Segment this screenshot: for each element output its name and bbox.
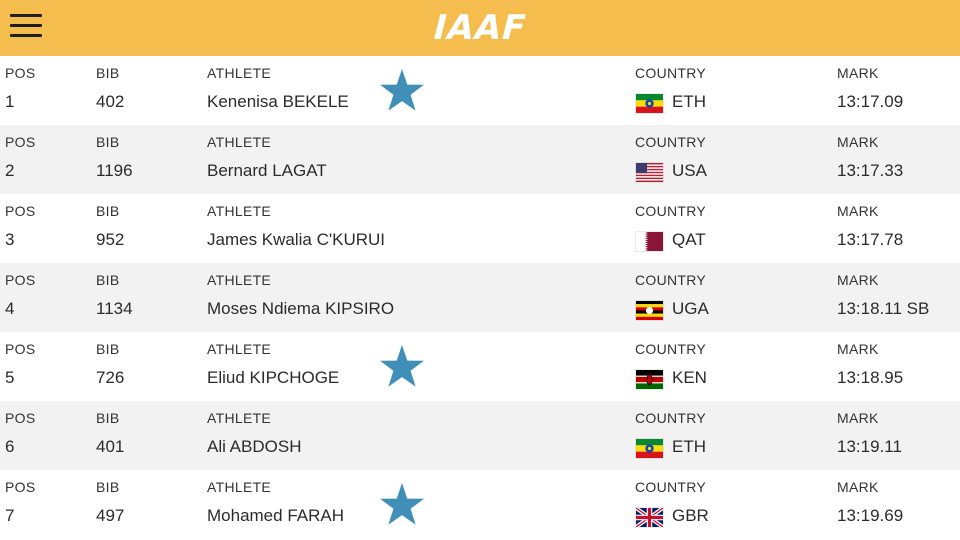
star-icon[interactable] [379,344,425,388]
qat-flag-icon [636,232,663,251]
mark-value: 13:19.11 [837,437,902,456]
country-code: USA [672,161,707,180]
pos-header: POS [5,410,36,426]
country-header: COUNTRY [635,341,707,357]
mark-header: MARK [837,134,879,150]
eth-flag-icon [636,94,663,113]
athlete-name[interactable]: James Kwalia C'KURUI [207,230,386,249]
country-header: COUNTRY [635,134,707,150]
result-row[interactable]: POS 2 BIB 1196 ATHLETE Bernard LAGAT COUNTRY US… [0,125,960,194]
bib-header: BIB [96,65,120,81]
country-header: COUNTRY [635,479,707,495]
ken-flag-icon [636,370,663,389]
pos-header: POS [5,134,36,150]
bib-value: 1134 [96,299,133,318]
bib-value: 726 [96,368,125,387]
athlete-header: ATHLETE [207,203,272,219]
mark-header: MARK [837,479,879,495]
country-code: UGA [672,299,709,318]
athlete-name[interactable]: Ali ABDOSH [207,437,302,456]
bib-header: BIB [96,410,120,426]
athlete-name[interactable]: Bernard LAGAT [207,161,327,180]
country-header: COUNTRY [635,65,707,81]
bib-header: BIB [96,203,120,219]
pos-value: 6 [5,437,15,456]
country-code: GBR [672,506,709,525]
star-icon[interactable] [379,68,425,112]
country-code: QAT [672,230,706,249]
bib-value: 401 [96,437,125,456]
iaaf-logo[interactable]: IAAF [428,8,532,48]
bib-value: 952 [96,230,125,249]
mark-header: MARK [837,341,879,357]
country-code: KEN [672,368,707,387]
bib-header: BIB [96,272,120,288]
results-list: POS 1 BIB 402 ATHLETE Kenenisa BEKELE COUNTRY E… [0,56,960,539]
athlete-header: ATHLETE [207,410,272,426]
athlete-header: ATHLETE [207,341,272,357]
usa-flag-icon [636,163,663,182]
athlete-name[interactable]: Kenenisa BEKELE [207,92,349,111]
mark-value: 13:18.11 SB [837,299,930,318]
pos-value: 5 [5,368,15,387]
mark-value: 13:19.69 [837,506,904,525]
star-icon[interactable] [379,482,425,526]
pos-header: POS [5,203,36,219]
mark-value: 13:17.09 [837,92,904,111]
athlete-header: ATHLETE [207,134,272,150]
country-header: COUNTRY [635,203,707,219]
mark-header: MARK [837,203,879,219]
athlete-name[interactable]: Mohamed FARAH [207,506,344,525]
mark-value: 13:17.78 [837,230,904,249]
pos-value: 2 [5,161,15,180]
pos-value: 4 [5,299,15,318]
bib-value: 497 [96,506,125,525]
pos-value: 1 [5,92,15,111]
mark-header: MARK [837,272,879,288]
eth-flag-icon [636,439,663,458]
uga-flag-icon [636,301,663,320]
pos-header: POS [5,341,36,357]
hamburger-menu-icon[interactable] [10,14,42,38]
bib-header: BIB [96,479,120,495]
mark-header: MARK [837,65,879,81]
mark-value: 13:18.95 [837,368,904,387]
country-code: ETH [672,437,706,456]
athlete-name[interactable]: Eliud KIPCHOGE [207,368,340,387]
app-header: IAAF [0,0,960,56]
result-row[interactable]: POS 3 BIB 952 ATHLETE James Kwalia C'KURUI COU… [0,194,960,263]
pos-header: POS [5,479,36,495]
country-header: COUNTRY [635,410,707,426]
mark-header: MARK [837,410,879,426]
result-row[interactable]: POS 7 BIB 497 ATHLETE Mohamed FARAH COUNTRY GBR… [0,470,960,539]
gbr-flag-icon [636,508,663,527]
bib-value: 1196 [96,161,133,180]
bib-header: BIB [96,341,120,357]
pos-header: POS [5,65,36,81]
country-code: ETH [672,92,706,111]
athlete-header: ATHLETE [207,272,272,288]
bib-header: BIB [96,134,120,150]
mark-value: 13:17.33 [837,161,904,180]
result-row[interactable]: POS 1 BIB 402 ATHLETE Kenenisa BEKELE COUNTRY E… [0,56,960,125]
athlete-header: ATHLETE [207,65,272,81]
pos-value: 7 [5,506,15,525]
bib-value: 402 [96,92,125,111]
athlete-name[interactable]: Moses Ndiema KIPSIRO [207,299,395,318]
result-row[interactable]: POS 6 BIB 401 ATHLETE Ali ABDOSH COUNTRY ETH MAR… [0,401,960,470]
pos-header: POS [5,272,36,288]
result-row[interactable]: POS 4 BIB 1134 ATHLETE Moses Ndiema KIPSIRO CO… [0,263,960,332]
result-row[interactable]: POS 5 BIB 726 ATHLETE Eliud KIPCHOGE COUNTRY KE… [0,332,960,401]
country-header: COUNTRY [635,272,707,288]
athlete-header: ATHLETE [207,479,272,495]
pos-value: 3 [5,230,15,249]
